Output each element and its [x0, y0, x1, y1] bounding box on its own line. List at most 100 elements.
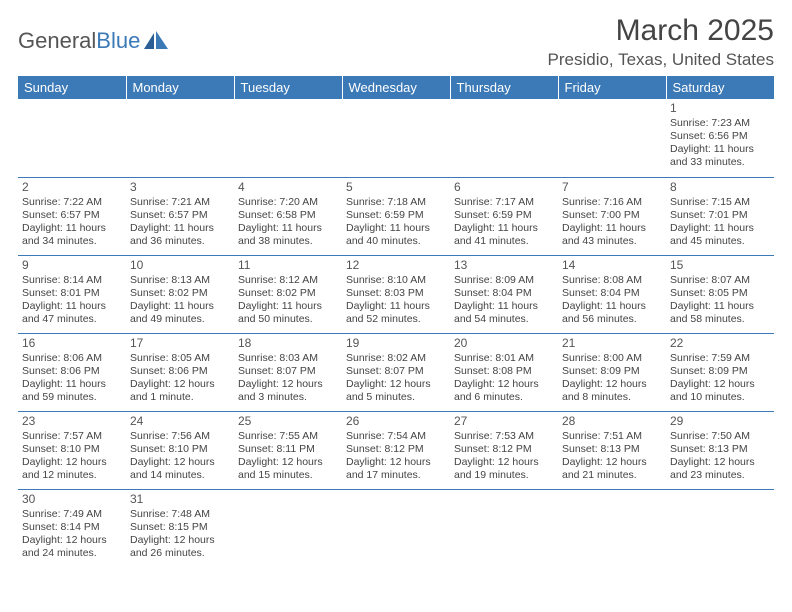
day-info-line: Sunset: 8:06 PM [22, 365, 122, 378]
day-number: 24 [130, 414, 230, 429]
day-info-line: Sunset: 8:02 PM [238, 287, 338, 300]
day-info-line: Sunrise: 7:16 AM [562, 196, 662, 209]
day-info-line: Sunrise: 8:01 AM [454, 352, 554, 365]
day-info-line: and 8 minutes. [562, 391, 662, 404]
day-info-line: Daylight: 12 hours [454, 378, 554, 391]
day-number: 31 [130, 492, 230, 507]
day-info-line: Daylight: 12 hours [130, 378, 230, 391]
calendar-empty-cell [342, 99, 450, 177]
calendar-day-cell: 14Sunrise: 8:08 AMSunset: 8:04 PMDayligh… [558, 255, 666, 333]
calendar-week-row: 9Sunrise: 8:14 AMSunset: 8:01 PMDaylight… [18, 255, 774, 333]
day-info-line: Daylight: 11 hours [454, 300, 554, 313]
calendar-day-cell: 23Sunrise: 7:57 AMSunset: 8:10 PMDayligh… [18, 411, 126, 489]
day-info-line: and 33 minutes. [670, 156, 770, 169]
day-number: 12 [346, 258, 446, 273]
calendar-empty-cell [234, 489, 342, 567]
day-info-line: Sunset: 8:02 PM [130, 287, 230, 300]
day-number: 11 [238, 258, 338, 273]
weekday-header: Friday [558, 76, 666, 99]
day-info-line: Sunrise: 7:57 AM [22, 430, 122, 443]
day-info-line: and 45 minutes. [670, 235, 770, 248]
day-number: 22 [670, 336, 770, 351]
logo-text-2: Blue [96, 28, 140, 54]
day-info-line: and 34 minutes. [22, 235, 122, 248]
day-info-line: Daylight: 12 hours [670, 456, 770, 469]
day-info-line: Daylight: 12 hours [130, 534, 230, 547]
calendar-day-cell: 22Sunrise: 7:59 AMSunset: 8:09 PMDayligh… [666, 333, 774, 411]
day-number: 10 [130, 258, 230, 273]
day-info-line: Sunrise: 8:00 AM [562, 352, 662, 365]
calendar-empty-cell [234, 99, 342, 177]
day-info-line: Daylight: 12 hours [238, 378, 338, 391]
day-info-line: Daylight: 11 hours [130, 222, 230, 235]
calendar-day-cell: 16Sunrise: 8:06 AMSunset: 8:06 PMDayligh… [18, 333, 126, 411]
calendar-body: 1Sunrise: 7:23 AMSunset: 6:56 PM Daylight… [18, 99, 774, 567]
day-number: 13 [454, 258, 554, 273]
day-info-line: Sunset: 8:06 PM [130, 365, 230, 378]
calendar-day-cell: 19Sunrise: 8:02 AMSunset: 8:07 PMDayligh… [342, 333, 450, 411]
day-info-line: Sunrise: 7:49 AM [22, 508, 122, 521]
day-info-line: Daylight: 12 hours [22, 456, 122, 469]
day-info-line: and 19 minutes. [454, 469, 554, 482]
day-info-line: Daylight: 11 hours [22, 378, 122, 391]
day-number: 9 [22, 258, 122, 273]
calendar-day-cell: 17Sunrise: 8:05 AMSunset: 8:06 PMDayligh… [126, 333, 234, 411]
day-info-line: Sunset: 8:08 PM [454, 365, 554, 378]
day-number: 25 [238, 414, 338, 429]
day-number: 2 [22, 180, 122, 195]
day-info-line: Sunrise: 8:06 AM [22, 352, 122, 365]
day-info-line: Sunrise: 8:07 AM [670, 274, 770, 287]
calendar-day-cell: 6Sunrise: 7:17 AMSunset: 6:59 PMDaylight… [450, 177, 558, 255]
day-info-line: Sunset: 8:10 PM [130, 443, 230, 456]
day-number: 18 [238, 336, 338, 351]
day-info-line: and 14 minutes. [130, 469, 230, 482]
day-info-line: Daylight: 11 hours [130, 300, 230, 313]
day-info-line: Sunset: 6:59 PM [346, 209, 446, 222]
day-info-line: and 49 minutes. [130, 313, 230, 326]
calendar-table: SundayMondayTuesdayWednesdayThursdayFrid… [18, 76, 774, 567]
day-info-line: Sunrise: 7:23 AM [670, 117, 770, 130]
day-info-line: Daylight: 11 hours [346, 222, 446, 235]
day-info-line: Sunrise: 7:18 AM [346, 196, 446, 209]
day-info-line: and 3 minutes. [238, 391, 338, 404]
day-info-line: Sunset: 8:04 PM [454, 287, 554, 300]
day-info-line: Sunrise: 8:02 AM [346, 352, 446, 365]
calendar-day-cell: 30Sunrise: 7:49 AMSunset: 8:14 PMDayligh… [18, 489, 126, 567]
weekday-header: Wednesday [342, 76, 450, 99]
day-info-line: Daylight: 12 hours [670, 378, 770, 391]
day-info-line: Sunrise: 7:21 AM [130, 196, 230, 209]
day-info-line: Sunset: 6:56 PM [670, 130, 770, 143]
calendar-day-cell: 26Sunrise: 7:54 AMSunset: 8:12 PMDayligh… [342, 411, 450, 489]
day-info-line: Sunrise: 7:17 AM [454, 196, 554, 209]
day-info-line: Sunset: 8:11 PM [238, 443, 338, 456]
calendar-week-row: 1Sunrise: 7:23 AMSunset: 6:56 PMDaylight… [18, 99, 774, 177]
day-info-line: Sunrise: 8:13 AM [130, 274, 230, 287]
day-info-line: Sunrise: 7:53 AM [454, 430, 554, 443]
day-info-line: Sunrise: 7:22 AM [22, 196, 122, 209]
day-info-line: Sunrise: 7:55 AM [238, 430, 338, 443]
day-info-line: Daylight: 12 hours [562, 378, 662, 391]
day-info-line: Sunset: 8:13 PM [670, 443, 770, 456]
day-info-line: Daylight: 11 hours [562, 222, 662, 235]
calendar-day-cell: 2Sunrise: 7:22 AMSunset: 6:57 PMDaylight… [18, 177, 126, 255]
day-info-line: Sunset: 6:59 PM [454, 209, 554, 222]
day-number: 1 [670, 101, 770, 116]
day-info-line: and 1 minute. [130, 391, 230, 404]
day-info-line: Daylight: 11 hours [454, 222, 554, 235]
weekday-header: Thursday [450, 76, 558, 99]
weekday-header: Monday [126, 76, 234, 99]
location-text: Presidio, Texas, United States [548, 50, 774, 70]
day-info-line: Sunset: 8:12 PM [346, 443, 446, 456]
calendar-day-cell: 13Sunrise: 8:09 AMSunset: 8:04 PMDayligh… [450, 255, 558, 333]
calendar-day-cell: 15Sunrise: 8:07 AMSunset: 8:05 PMDayligh… [666, 255, 774, 333]
calendar-day-cell: 18Sunrise: 8:03 AMSunset: 8:07 PMDayligh… [234, 333, 342, 411]
calendar-day-cell: 7Sunrise: 7:16 AMSunset: 7:00 PMDaylight… [558, 177, 666, 255]
day-info-line: Daylight: 12 hours [454, 456, 554, 469]
day-number: 23 [22, 414, 122, 429]
day-info-line: Sunset: 8:07 PM [238, 365, 338, 378]
day-number: 7 [562, 180, 662, 195]
weekday-header-row: SundayMondayTuesdayWednesdayThursdayFrid… [18, 76, 774, 99]
day-info-line: and 24 minutes. [22, 547, 122, 560]
day-info-line: and 58 minutes. [670, 313, 770, 326]
calendar-empty-cell [666, 489, 774, 567]
